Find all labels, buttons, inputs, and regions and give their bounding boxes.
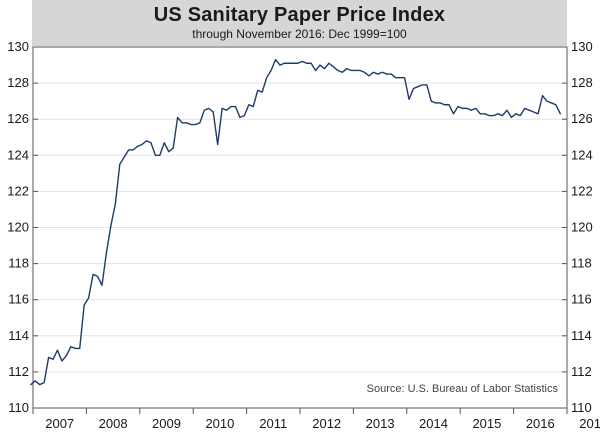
y-tick-label-left-114: 114 <box>8 328 29 343</box>
y-tick-label-right-122: 122 <box>571 183 593 198</box>
x-tick-label-2009: 2009 <box>152 416 181 431</box>
y-tick-label-left-130: 130 <box>7 39 29 54</box>
y-tick-label-right-114: 114 <box>571 328 592 343</box>
x-tick-label-2008: 2008 <box>99 416 128 431</box>
series-layer <box>30 58 562 386</box>
label-layer: 110 112 114 116 118 120 122 124 126 128 130 110 112 1… <box>7 39 600 431</box>
y-tick-label-left-126: 126 <box>7 111 29 126</box>
x-tick-label-2007: 2007 <box>45 416 74 431</box>
y-tick-label-left-122: 122 <box>7 183 29 198</box>
axis-layer <box>32 46 568 414</box>
y-tick-label-right-130: 130 <box>571 39 593 54</box>
x-tick-label-2010: 2010 <box>205 416 234 431</box>
y-tick-label-left-112: 112 <box>8 364 29 379</box>
y-tick-label-right-124: 124 <box>571 147 593 162</box>
y-tick-label-right-112: 112 <box>571 364 592 379</box>
source-note: Source: U.S. Bureau of Labor Statistics <box>367 383 559 395</box>
y-tick-label-left-128: 128 <box>7 75 29 90</box>
y-tick-label-right-126: 126 <box>571 111 593 126</box>
x-tick-label-2014: 2014 <box>419 416 448 431</box>
x-tick-label-2012: 2012 <box>312 416 341 431</box>
y-tick-label-left-124: 124 <box>7 147 29 162</box>
y-tick-label-right-128: 128 <box>571 75 593 90</box>
grid-layer <box>33 46 567 409</box>
y-tick-label-left-116: 116 <box>8 292 29 307</box>
y-tick-label-left-118: 118 <box>8 256 29 271</box>
y-tick-label-right-120: 120 <box>571 220 593 235</box>
series-line-0 <box>30 58 562 386</box>
y-tick-label-right-110: 110 <box>571 400 592 415</box>
y-tick-label-right-116: 116 <box>571 292 592 307</box>
x-tick-label-2011: 2011 <box>259 416 287 431</box>
x-tick-label-2013: 2013 <box>366 416 395 431</box>
y-tick-label-left-120: 120 <box>7 220 29 235</box>
chart-subtitle: through November 2016: Dec 1999=100 <box>192 27 407 41</box>
chart-title: US Sanitary Paper Price Index <box>153 4 446 26</box>
y-tick-label-left-110: 110 <box>8 400 29 415</box>
x-tick-label-2015: 2015 <box>472 416 501 431</box>
y-tick-label-right-118: 118 <box>571 256 592 271</box>
x-tick-label-2016: 2016 <box>526 416 555 431</box>
title-band: US Sanitary Paper Price Index through No… <box>32 0 567 46</box>
x-tick-label-2017: 2017 <box>579 416 600 431</box>
